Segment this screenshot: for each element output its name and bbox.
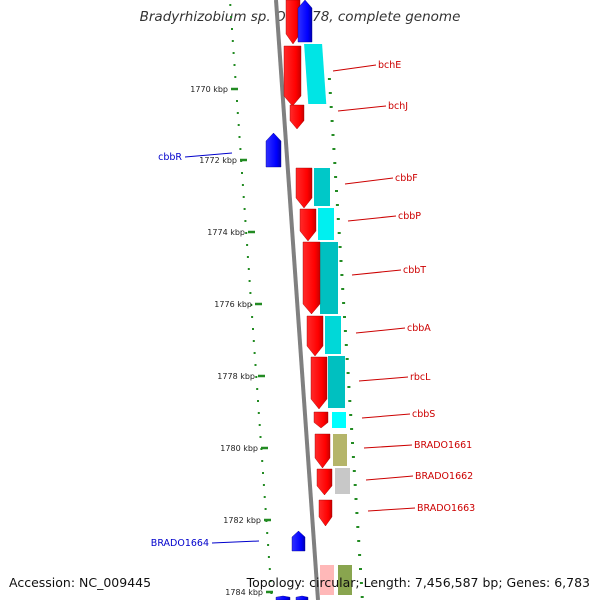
reverse-gene-arrow [295,595,309,600]
forward-gene-arrow [316,468,333,496]
forward-gene-arrow [314,433,331,469]
gene-label-brado1663: BRADO1663 [417,503,475,514]
genome-backbone [274,0,320,600]
label-leader-line [351,269,402,276]
coordinate-ticks: 1770 kbp 1772 kbp 1774 kbp 1776 kbp 1778 kbp… [190,85,273,597]
tick-label: 1784 kbp [225,588,263,597]
gene-label-bche: bchE [378,60,401,71]
label-leader-line [365,475,414,481]
reverse-gene-arrow [297,0,313,43]
label-leader-line [347,215,397,222]
reverse-gene-arrow [291,530,306,552]
forward-gene-arrow [283,45,302,107]
forward-gene-arrow [289,104,305,130]
gene-label-rbcl: rbcL [410,372,431,383]
tick-label: 1776 kbp [214,300,252,309]
forward-gene-arrow [295,167,313,209]
tick-label: 1780 kbp [220,444,258,453]
gene-label-cbbs: cbbS [412,409,435,420]
forward-gene-arrow [310,356,328,410]
gene-arrows [265,0,333,600]
dotted-track [229,4,364,598]
label-leader-line [211,540,260,544]
forward-gene-arrow [285,0,301,45]
gene-label-brado1661: BRADO1661 [414,440,472,451]
genome-stats-text: Topology: circular; Length: 7,456,587 bp… [246,575,590,590]
label-leader-line [361,413,411,419]
forward-gene-arrow [299,208,317,242]
gene-label-bchj: bchJ [388,101,408,112]
label-leader-line [358,376,409,382]
gene-labels: bchE bchJ cbbF cbbP cbbT cbbA rbcL cbbS BRADO166… [151,60,475,549]
tick-label: 1778 kbp [217,372,255,381]
gene-label-cbbf: cbbF [395,173,418,184]
label-leader-line [332,64,377,72]
label-leader-line [344,177,394,185]
gene-label-cbbp: cbbP [398,211,421,222]
label-leader-line [355,327,406,334]
forward-gene-arrow [318,499,333,527]
gene-label-brado1662: BRADO1662 [415,471,473,482]
reverse-gene-arrow [265,132,282,168]
tick-label: 1770 kbp [190,85,228,94]
label-leader-line [367,507,416,512]
tick-label: 1782 kbp [223,516,261,525]
gene-label-brado1664: BRADO1664 [151,538,209,549]
gene-label-cbba: cbbA [407,323,431,334]
reverse-gene-arrow [275,595,291,600]
label-leader-line [337,105,387,112]
label-leader-line [363,444,413,449]
accession-text: Accession: NC_009445 [9,575,152,590]
label-leader-line [184,152,233,158]
gene-label-cbbt: cbbT [403,265,426,276]
tick-label: 1772 kbp [199,156,237,165]
forward-gene-arrow [302,241,321,315]
gene-label-cbbr: cbbR [158,152,182,163]
tick-label: 1774 kbp [207,228,245,237]
feature-tracks [304,44,352,595]
forward-gene-arrow [306,315,324,357]
forward-gene-arrow [313,411,329,429]
